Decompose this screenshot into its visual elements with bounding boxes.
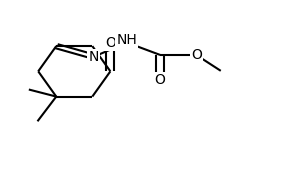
Text: O: O [105,36,116,50]
Text: NH: NH [117,33,137,47]
Text: N: N [88,50,99,64]
Text: O: O [155,73,166,87]
Text: O: O [191,48,202,62]
